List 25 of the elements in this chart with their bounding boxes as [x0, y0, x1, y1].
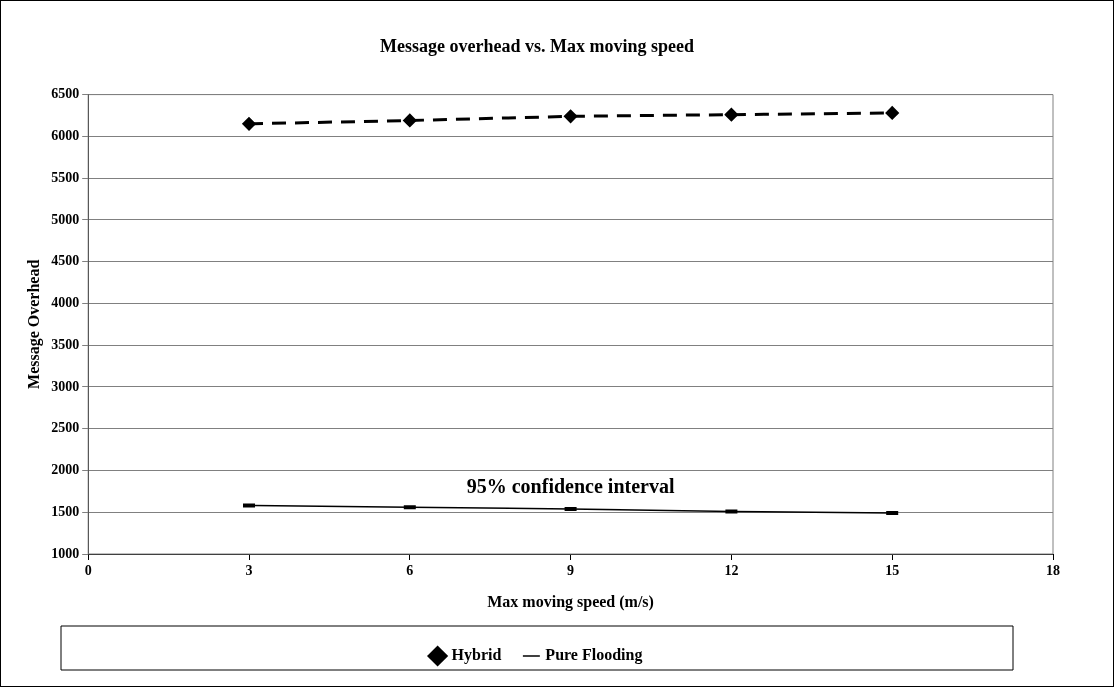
x-tick-label: 6	[406, 563, 414, 579]
x-tick-label: 9	[567, 563, 575, 579]
x-tick-label: 3	[245, 563, 253, 579]
y-tick-label: 3500	[51, 336, 80, 352]
annotation: 95% confidence interval	[466, 474, 675, 497]
legend-label: Hybrid	[451, 646, 502, 665]
y-tick-label: 1500	[51, 503, 80, 519]
chart-title: Message overhead vs. Max moving speed	[380, 36, 694, 57]
y-tick-label: 2500	[51, 420, 80, 436]
x-tick-label: 18	[1046, 563, 1060, 579]
y-tick-label: 5500	[51, 169, 80, 185]
y-tick-label: 6000	[51, 127, 80, 143]
y-tick-label: 4500	[51, 253, 80, 269]
y-tick-label: 4000	[51, 295, 80, 311]
y-tick-label: 1000	[51, 545, 80, 561]
x-tick-label: 15	[885, 563, 900, 579]
legend-label: Pure Flooding	[545, 646, 643, 665]
y-tick-label: 5000	[51, 211, 80, 227]
y-tick-label: 6500	[51, 86, 80, 102]
y-tick-label: 3000	[51, 378, 80, 394]
x-tick-label: 12	[724, 563, 739, 579]
x-axis-title: Max moving speed (m/s)	[487, 592, 654, 611]
y-tick-label: 2000	[51, 462, 80, 478]
y-axis-title: Message Overhead	[24, 259, 43, 389]
x-tick-label: 0	[84, 563, 92, 579]
